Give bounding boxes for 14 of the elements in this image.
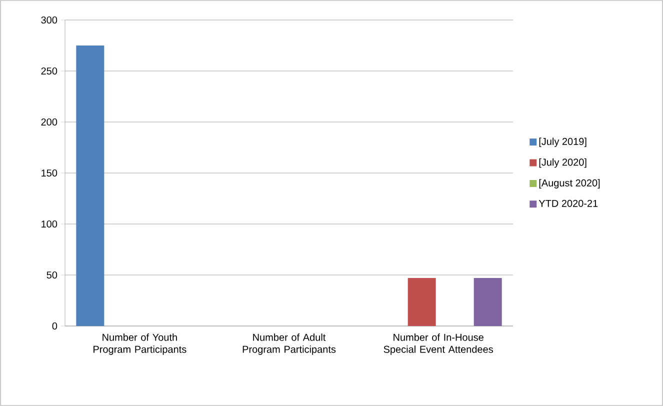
y-tick-label: 300 [41,16,58,24]
y-tick-label: 50 [46,271,58,279]
y-tick-label: 250 [41,67,58,75]
y-tick-label: 200 [41,118,58,126]
x-tick-label: Number of In-House Special Event Attendees [384,334,493,355]
y-tick-label: 100 [42,220,58,228]
x-tick-label: Number of Adult Program Participants [242,334,336,355]
legend-label: [July 2020] [539,158,586,168]
legend-label: [August 2020] [539,179,600,188]
legend-label: YTD 2020-21 [538,200,598,207]
y-tick-label: 150 [42,169,58,177]
x-tick-label: Number of Youth Program Participants [94,334,186,355]
legend-label: [July 2019] [539,138,586,147]
y-tick-label: 0 [52,322,58,330]
